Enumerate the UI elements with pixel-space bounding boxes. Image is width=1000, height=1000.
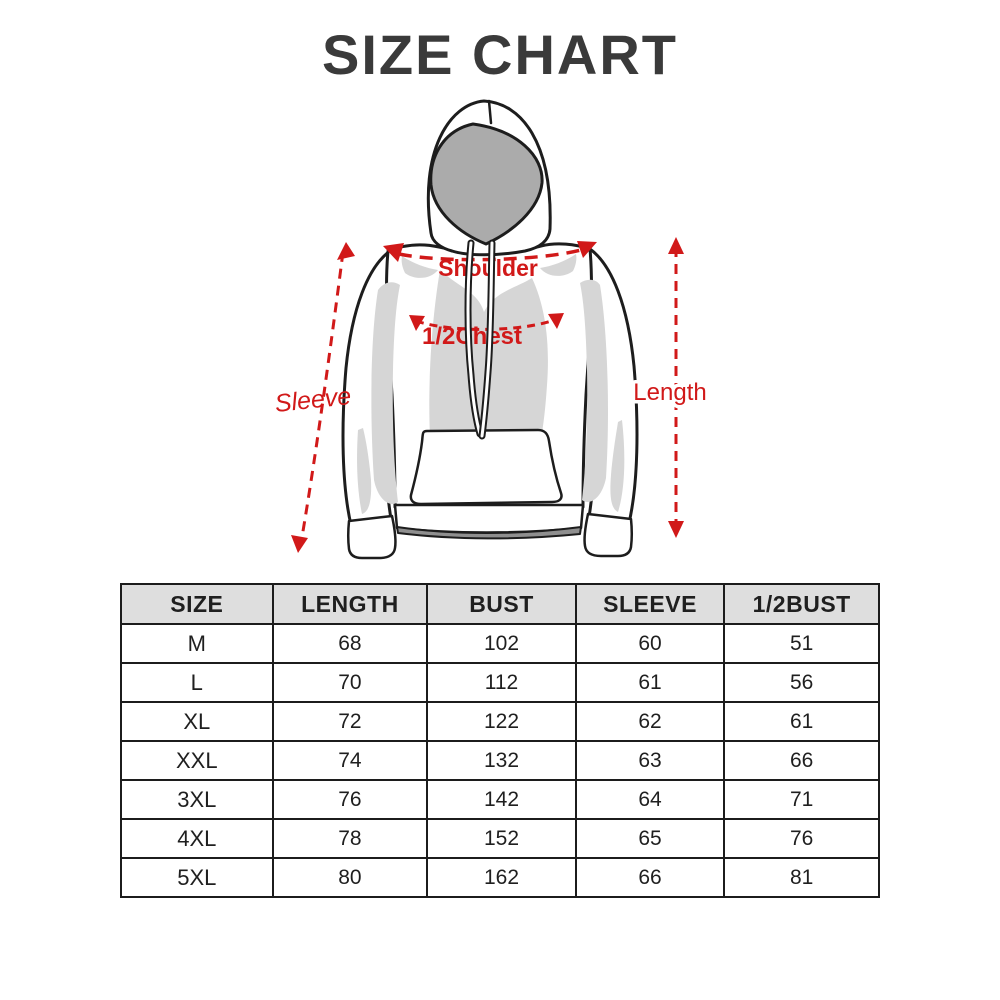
pocket <box>409 428 563 506</box>
column-header-bust: BUST <box>426 583 577 625</box>
table-row: 5XL 80 162 66 81 <box>120 857 880 898</box>
table-cell: 102 <box>426 623 577 664</box>
table-cell: 51 <box>723 623 880 664</box>
hood-seam <box>487 99 493 125</box>
column-header-length: LENGTH <box>271 583 429 625</box>
table-cell: 63 <box>574 740 726 781</box>
table-row: M 68 102 60 51 <box>120 623 880 664</box>
column-header-halfbust: 1/2BUST <box>723 583 880 625</box>
table-cell: 56 <box>723 662 880 703</box>
table-cell: XL <box>120 701 274 742</box>
length-label: Length <box>633 379 706 406</box>
table-cell: 112 <box>426 662 577 703</box>
table-cell: M <box>120 623 274 664</box>
table-cell: 142 <box>426 779 577 820</box>
table-cell: 76 <box>723 818 880 859</box>
table-cell: 162 <box>426 857 577 898</box>
table-cell: 62 <box>574 701 726 742</box>
sleeve-arrow: Sleeve <box>274 242 355 553</box>
table-cell: 78 <box>271 818 429 859</box>
left-cuff <box>347 514 397 560</box>
table-cell: 66 <box>723 740 880 781</box>
table-cell: 72 <box>271 701 429 742</box>
table-cell: 68 <box>271 623 429 664</box>
size-table: SIZE LENGTH BUST SLEEVE 1/2BUST M 68 102… <box>120 583 880 898</box>
table-cell: 152 <box>426 818 577 859</box>
table-cell: 64 <box>574 779 726 820</box>
table-cell: 74 <box>271 740 429 781</box>
table-cell: 5XL <box>120 857 274 898</box>
table-cell: 60 <box>574 623 726 664</box>
table-cell: 71 <box>723 779 880 820</box>
table-cell: 61 <box>574 662 726 703</box>
table-row: 4XL 78 152 65 76 <box>120 818 880 859</box>
table-cell: L <box>120 662 274 703</box>
table-cell: 61 <box>723 701 880 742</box>
fabric-shading <box>357 254 625 514</box>
hood-opening <box>429 122 544 246</box>
right-cuff <box>583 512 633 558</box>
table-cell: 81 <box>723 857 880 898</box>
column-header-sleeve: SLEEVE <box>574 583 726 625</box>
table-cell: 76 <box>271 779 429 820</box>
hoodie-measurement-diagram: Shoulder 1/2Chest Sleeve Leng <box>273 99 710 560</box>
page-title: SIZE CHART <box>322 23 678 86</box>
length-arrow: Length <box>630 237 710 538</box>
sleeve-label: Sleeve <box>274 382 353 418</box>
waistband <box>393 503 585 534</box>
table-cell: 132 <box>426 740 577 781</box>
table-cell: 122 <box>426 701 577 742</box>
table-row: L 70 112 61 56 <box>120 662 880 703</box>
table-row: 3XL 76 142 64 71 <box>120 779 880 820</box>
waistband-shadow <box>396 526 582 540</box>
drawstrings <box>464 239 496 440</box>
table-cell: 65 <box>574 818 726 859</box>
table-cell: 3XL <box>120 779 274 820</box>
table-cell: 80 <box>271 857 429 898</box>
table-cell: 4XL <box>120 818 274 859</box>
table-cell: 70 <box>271 662 429 703</box>
table-header-row: SIZE LENGTH BUST SLEEVE 1/2BUST <box>120 583 880 625</box>
table-cell: 66 <box>574 857 726 898</box>
table-row: XXL 74 132 63 66 <box>120 740 880 781</box>
column-header-size: SIZE <box>120 583 274 625</box>
table-cell: XXL <box>120 740 274 781</box>
table-row: XL 72 122 62 61 <box>120 701 880 742</box>
